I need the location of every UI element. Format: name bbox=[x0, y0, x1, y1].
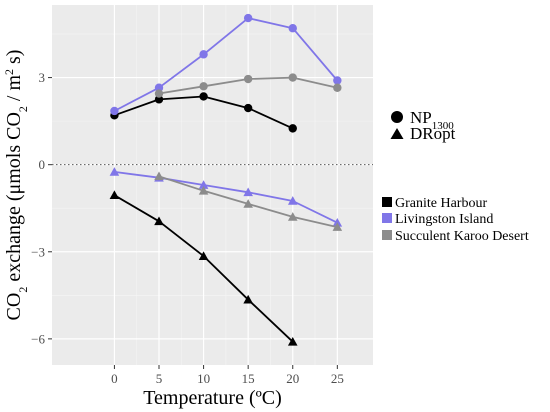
y-tick-label: 0 bbox=[39, 157, 46, 172]
y-axis-title: CO2 exchange (μmols CO2 / m2 s) bbox=[2, 50, 30, 321]
y-axis-title-sup: 2 bbox=[2, 69, 16, 75]
data-point-livingston-island-np1300 bbox=[199, 50, 208, 59]
legend-label-np-sub: 1300 bbox=[432, 120, 455, 132]
y-axis-title-sub: 2 bbox=[16, 287, 30, 293]
data-point-livingston-island-dropt bbox=[332, 217, 343, 227]
data-point-granite-harbour-dropt bbox=[154, 216, 164, 226]
x-tick-label: 25 bbox=[331, 371, 344, 386]
plot-background bbox=[52, 5, 373, 365]
y-axis-title-sub: 2 bbox=[16, 106, 30, 112]
y-tick-label: −3 bbox=[31, 244, 45, 259]
x-axis-title: Temperature (ºC) bbox=[143, 387, 282, 409]
data-point-granite-harbour-dropt bbox=[198, 251, 209, 260]
data-point-granite-harbour-dropt bbox=[109, 190, 120, 200]
legend-swatch-livingston-island bbox=[382, 213, 392, 223]
data-point-succulent-karoo-desert-dropt bbox=[198, 186, 209, 195]
data-point-succulent-karoo-desert-np1300 bbox=[333, 83, 342, 92]
data-point-succulent-karoo-desert-dropt bbox=[243, 199, 253, 208]
tick-labels: 0 5 10 15 20 25 −6 −3 0 3 bbox=[31, 70, 344, 386]
legend-label-succulent-karoo-desert: Succulent Karoo Desert bbox=[395, 229, 529, 244]
data-point-livingston-island-np1300 bbox=[154, 83, 164, 92]
y-axis-title-part: s) bbox=[3, 50, 25, 69]
data-point-succulent-karoo-desert-dropt bbox=[287, 212, 298, 221]
data-point-livingston-island-dropt bbox=[109, 167, 120, 176]
legend-label-dropt: DRopt bbox=[410, 124, 456, 143]
legend-swatch-granite-harbour bbox=[382, 197, 392, 207]
legend-label-livingston-island: Livingston Island bbox=[395, 212, 493, 227]
data-point-livingston-island-dropt bbox=[243, 187, 253, 197]
x-tick-label: 15 bbox=[242, 371, 255, 386]
y-tick-label: −6 bbox=[31, 331, 45, 346]
legend-label-np-main: NP bbox=[410, 108, 432, 127]
shape-legend: NP1300 DRopt bbox=[390, 108, 456, 143]
legend-circle-marker bbox=[391, 111, 403, 123]
series-line-livingston-island-np1300 bbox=[113, 17, 338, 112]
data-point-livingston-island-np1300 bbox=[333, 76, 342, 85]
x-tick-label: 5 bbox=[156, 371, 163, 386]
data-point-granite-harbour-np1300 bbox=[288, 124, 297, 133]
series-line-livingston-island-dropt bbox=[114, 171, 338, 224]
x-tick-label: 10 bbox=[197, 371, 210, 386]
data-point-granite-harbour-np1300 bbox=[199, 92, 208, 101]
data-point-granite-harbour-dropt bbox=[243, 294, 253, 304]
color-legend: Granite Harbour Livingston Island Succul… bbox=[382, 196, 529, 244]
legend-triangle-marker bbox=[390, 128, 404, 139]
data-point-succulent-karoo-desert-np1300 bbox=[288, 73, 297, 82]
series-layer bbox=[109, 13, 343, 346]
data-point-succulent-karoo-desert-np1300 bbox=[243, 74, 253, 84]
y-axis-title-part: CO bbox=[3, 293, 25, 321]
y-tick-label: 3 bbox=[39, 70, 46, 85]
data-point-succulent-karoo-desert-np1300 bbox=[199, 82, 208, 91]
data-point-succulent-karoo-desert-dropt bbox=[154, 171, 164, 181]
data-point-livingston-island-np1300 bbox=[243, 13, 253, 23]
data-point-livingston-island-np1300 bbox=[288, 24, 297, 33]
data-point-livingston-island-dropt bbox=[287, 196, 298, 205]
x-tick-label: 0 bbox=[111, 371, 118, 386]
data-point-succulent-karoo-desert-dropt bbox=[332, 222, 343, 231]
legend-label-granite-harbour: Granite Harbour bbox=[395, 196, 487, 211]
y-axis-title-part: / m bbox=[3, 75, 25, 107]
data-point-granite-harbour-dropt bbox=[287, 336, 298, 346]
data-point-livingston-island-np1300 bbox=[110, 106, 119, 116]
y-axis-title-part: exchange (μmols CO bbox=[3, 112, 25, 287]
x-tick-label: 20 bbox=[286, 371, 299, 386]
data-point-succulent-karoo-desert-np1300 bbox=[154, 89, 164, 98]
legend-swatch-succulent-karoo-desert bbox=[382, 230, 392, 240]
data-point-granite-harbour-np1300 bbox=[154, 95, 164, 104]
data-point-livingston-island-dropt bbox=[198, 180, 209, 189]
data-point-granite-harbour-np1300 bbox=[243, 103, 253, 113]
legend-label-np: NP1300 bbox=[410, 108, 454, 132]
